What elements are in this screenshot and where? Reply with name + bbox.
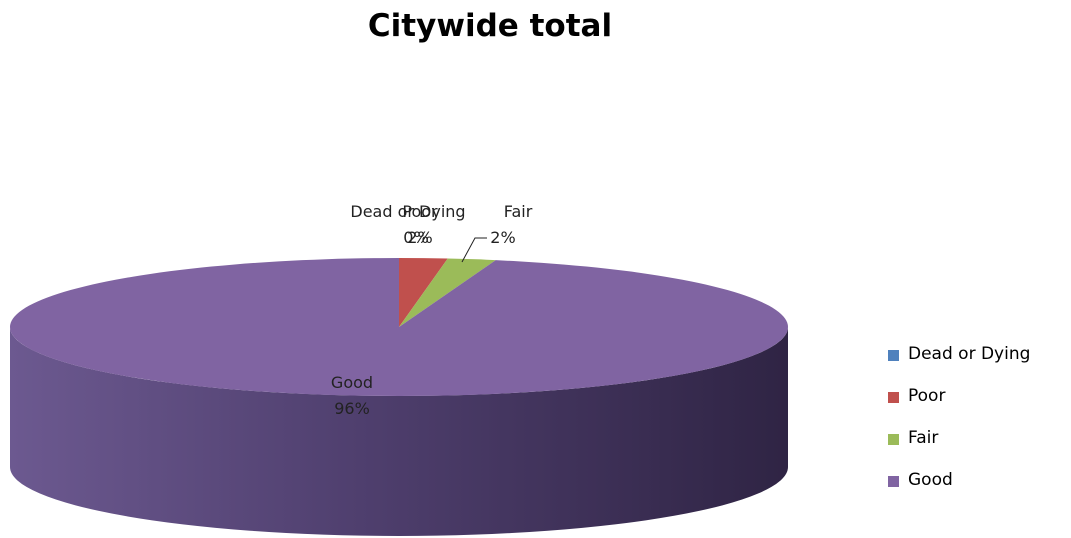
legend-swatch-fair [888,434,899,445]
legend-item-poor: Poor [888,386,1030,428]
data-label-name-poor: Poor [402,202,438,221]
legend-item-fair: Fair [888,428,1030,470]
legend-swatch-good [888,476,899,487]
leader-line-fair [461,237,487,263]
data-label-value-good: 96% [334,399,370,418]
pie-leader-lines [461,237,487,263]
legend: Dead or Dying Poor Fair Good [888,344,1030,512]
pie-slice-fair [399,258,496,327]
legend-label-fair: Fair [908,428,939,448]
pie-slice-good [10,258,789,396]
legend-item-good: Good [888,470,1030,512]
pie-side-wall [10,327,788,536]
data-label-name-good: Good [331,373,373,392]
legend-label-good: Good [908,470,953,490]
data-label-value-poor: 2% [407,228,432,247]
data-label-name-dead-or-dying: Dead or Dying [350,202,465,221]
pie-side-good [10,327,788,536]
pie-data-labels: Dead or Dying 0% Poor 2% Fair 2% Good 96% [331,202,533,418]
data-label-value-fair: 2% [490,228,515,247]
chart-title: Citywide total [367,8,613,44]
legend-item-dead-or-dying: Dead or Dying [888,344,1030,386]
data-label-value-dead-or-dying: 0% [403,228,428,247]
pie-slices [10,258,789,396]
legend-swatch-poor [888,392,899,403]
data-label-name-fair: Fair [504,202,533,221]
legend-label-dead-or-dying: Dead or Dying [908,344,1031,364]
pie-slice-poor [399,258,448,327]
legend-swatch-dead-or-dying [888,350,899,361]
legend-label-poor: Poor [908,386,946,406]
